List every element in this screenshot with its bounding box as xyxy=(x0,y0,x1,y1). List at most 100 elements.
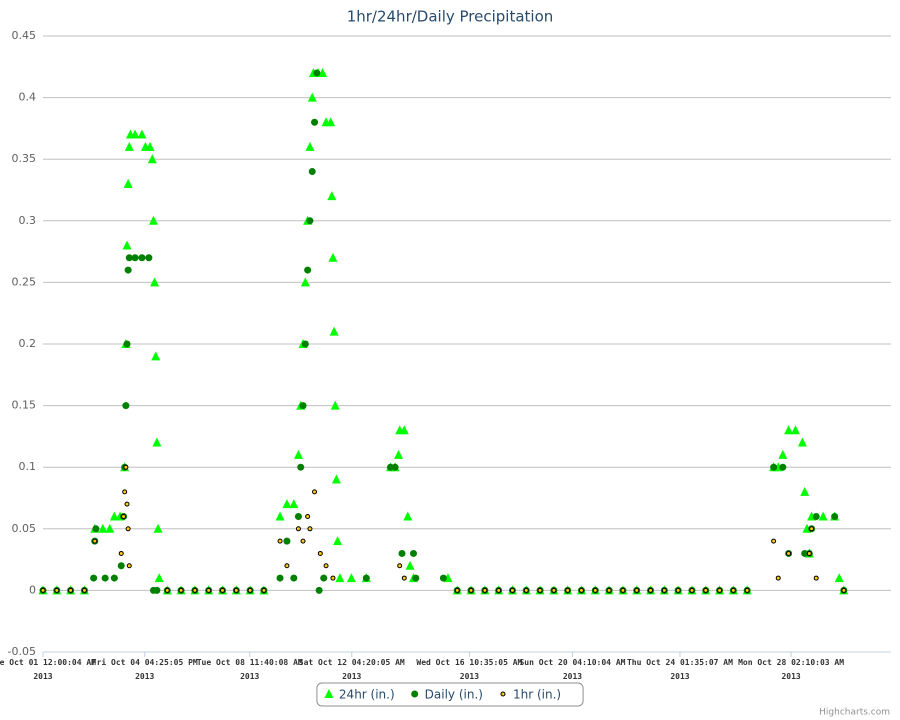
legend-item[interactable]: 24hr (in.) xyxy=(324,688,395,702)
triangle-marker xyxy=(124,141,134,151)
circle-marker xyxy=(831,512,839,520)
circle-marker xyxy=(138,254,146,262)
small-circle-marker xyxy=(806,550,812,556)
circle-marker xyxy=(145,254,153,262)
small-circle-marker xyxy=(261,587,267,593)
circle-marker xyxy=(153,586,161,594)
circle-marker xyxy=(117,562,125,570)
triangle-marker xyxy=(318,67,328,77)
triangle-marker xyxy=(324,689,334,698)
small-circle-marker xyxy=(786,550,792,556)
triangle-marker xyxy=(800,486,810,496)
small-circle-marker xyxy=(126,563,132,569)
x-tick-label: Thu Oct 24 01:35:07 AM 2013 xyxy=(627,658,733,681)
small-circle-marker xyxy=(40,587,46,593)
small-circle-marker xyxy=(454,587,460,593)
circle-marker xyxy=(412,574,420,582)
small-circle-marker xyxy=(841,587,847,593)
small-circle-marker xyxy=(123,464,129,470)
triangle-marker xyxy=(98,523,108,533)
circle-marker xyxy=(124,266,132,274)
legend-item[interactable]: 1hr (in.) xyxy=(500,688,561,702)
series xyxy=(40,464,847,593)
circle-marker xyxy=(398,549,406,557)
triangle-marker xyxy=(151,351,161,361)
small-circle-marker xyxy=(118,550,124,556)
small-circle-marker xyxy=(219,587,225,593)
y-tick-label: 0.3 xyxy=(19,214,37,227)
small-circle-marker xyxy=(634,587,640,593)
triangle-marker xyxy=(275,511,285,521)
circle-marker xyxy=(320,574,328,582)
circle-marker xyxy=(294,512,302,520)
small-circle-marker xyxy=(551,587,557,593)
x-tick-label: Fri Oct 04 04:25:05 PM 2013 xyxy=(92,657,198,681)
circle-marker xyxy=(297,463,305,471)
small-circle-marker xyxy=(305,513,311,519)
x-tick-label: Tue Oct 08 11:40:08 AM 2013 xyxy=(197,658,303,681)
small-circle-marker xyxy=(717,587,723,593)
triangle-marker xyxy=(333,536,343,546)
series xyxy=(39,69,848,594)
legend-label: 1hr (in.) xyxy=(513,688,561,702)
triangle-marker xyxy=(300,277,310,287)
triangle-marker xyxy=(399,425,409,435)
x-tick-label: Mon Oct 28 02:10:03 AM 2013 xyxy=(738,658,844,681)
circle-marker xyxy=(125,254,133,262)
triangle-marker xyxy=(790,425,800,435)
small-circle-marker xyxy=(744,587,750,593)
circle-marker xyxy=(391,463,399,471)
triangle-marker xyxy=(153,523,163,533)
triangle-marker xyxy=(289,499,299,509)
triangle-marker xyxy=(834,573,844,583)
small-circle-marker xyxy=(620,587,626,593)
circle-marker xyxy=(439,574,447,582)
circle-marker xyxy=(315,586,323,594)
legend-label: 24hr (in.) xyxy=(339,688,395,702)
circle-marker xyxy=(301,340,309,348)
small-circle-marker xyxy=(122,489,128,495)
series xyxy=(38,67,849,595)
circle-marker xyxy=(101,574,109,582)
legend-box xyxy=(316,682,584,707)
triangle-marker xyxy=(148,215,158,225)
triangle-marker xyxy=(105,523,115,533)
y-tick-label: 0.05 xyxy=(12,522,37,535)
small-circle-marker xyxy=(401,575,407,581)
small-circle-marker xyxy=(277,538,283,544)
small-circle-marker xyxy=(284,563,290,569)
circle-marker xyxy=(770,463,778,471)
triangle-marker xyxy=(403,511,413,521)
triangle-marker xyxy=(405,560,415,570)
triangle-marker xyxy=(330,400,340,410)
small-circle-marker xyxy=(330,575,336,581)
small-circle-marker xyxy=(295,526,301,532)
y-tick-label: 0 xyxy=(29,583,36,596)
small-circle-marker xyxy=(192,587,198,593)
small-circle-marker xyxy=(482,587,488,593)
small-circle-marker xyxy=(178,587,184,593)
legend-item[interactable]: Daily (in.) xyxy=(411,688,483,702)
triangle-marker xyxy=(137,129,147,139)
small-circle-marker xyxy=(397,563,403,569)
circle-marker xyxy=(90,574,98,582)
small-circle-marker xyxy=(500,691,506,697)
y-tick-label: 0.45 xyxy=(12,29,37,42)
triangle-marker xyxy=(818,511,828,521)
triangle-marker xyxy=(130,129,140,139)
small-circle-marker xyxy=(312,489,318,495)
triangle-marker xyxy=(326,117,336,127)
circle-marker xyxy=(110,574,118,582)
credits[interactable]: Highcharts.com xyxy=(819,708,890,718)
small-circle-marker xyxy=(703,587,709,593)
circle-marker xyxy=(362,574,370,582)
y-tick-label: 0.35 xyxy=(12,152,37,165)
triangle-marker xyxy=(152,437,162,447)
legend: 24hr (in.) Daily (in.) 1hr (in.) xyxy=(316,682,584,707)
circle-marker xyxy=(123,340,131,348)
small-circle-marker xyxy=(124,501,130,507)
chart-title: 1hr/24hr/Daily Precipitation xyxy=(347,8,554,26)
y-tick-label: 0.15 xyxy=(12,399,37,412)
triangle-marker xyxy=(293,449,303,459)
x-tick-label: Wed Oct 16 10:35:05 AM 2013 xyxy=(416,658,522,681)
